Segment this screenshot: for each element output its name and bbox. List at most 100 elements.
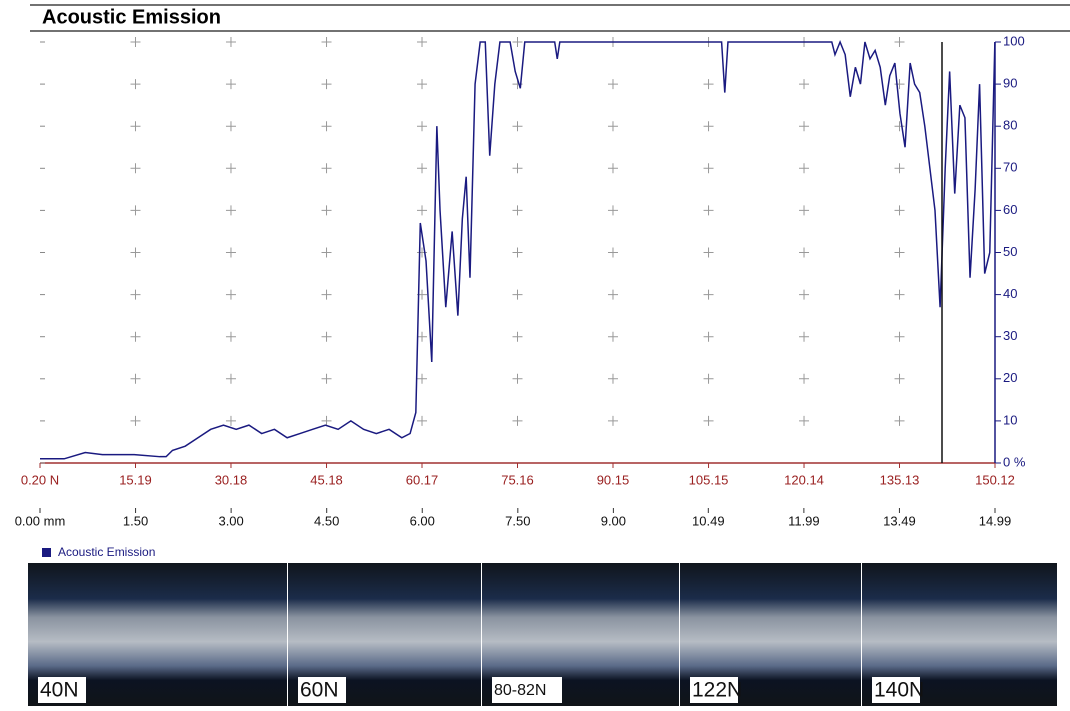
grid-cross <box>225 205 236 216</box>
x2-tick-label: 4.50 <box>314 513 339 528</box>
y-tick-label: 100 <box>1003 33 1025 48</box>
micrograph-label-bg <box>690 677 738 703</box>
grid-cross <box>225 331 236 342</box>
grid-cross <box>894 121 905 132</box>
micrograph-label: 80-82N <box>494 682 546 699</box>
grid-cross <box>894 247 905 258</box>
micrograph-label-bg <box>298 677 346 703</box>
grid-cross <box>607 79 618 90</box>
grid-cross <box>607 331 618 342</box>
grid-cross <box>130 79 141 90</box>
grid-cross <box>417 415 428 426</box>
x-tick-label: 0.20 N <box>21 472 59 487</box>
grid-cross <box>130 163 141 174</box>
y-tick-label: 0 % <box>1003 454 1026 469</box>
micrograph-label: 122N <box>692 679 742 702</box>
micrograph-label: 40N <box>40 679 79 702</box>
grid-cross <box>512 289 523 300</box>
grid-cross <box>703 247 714 258</box>
y-tick-label: 20 <box>1003 370 1017 385</box>
x-tick-label: 45.18 <box>310 472 343 487</box>
grid-cross <box>417 163 428 174</box>
grid-cross <box>703 289 714 300</box>
grid-cross <box>607 247 618 258</box>
x-tick-label: 30.18 <box>215 472 248 487</box>
grid-cross <box>894 163 905 174</box>
y-tick-label: 60 <box>1003 202 1017 217</box>
legend-label: Acoustic Emission <box>58 545 155 559</box>
grid-cross <box>417 373 428 384</box>
grid-cross <box>321 247 332 258</box>
grid-cross <box>321 121 332 132</box>
y-tick-label: 50 <box>1003 244 1017 259</box>
grid-cross <box>607 415 618 426</box>
grid-cross <box>607 205 618 216</box>
grid-cross <box>894 79 905 90</box>
x2-tick-label: 6.00 <box>410 513 435 528</box>
x-tick-label: 60.17 <box>406 472 439 487</box>
grid-cross <box>130 415 141 426</box>
micrograph-label-bg <box>492 677 562 703</box>
grid-cross <box>607 121 618 132</box>
grid-cross <box>799 415 810 426</box>
x-tick-label: 135.13 <box>880 472 920 487</box>
y-tick-label: 90 <box>1003 76 1017 91</box>
grid-cross <box>321 163 332 174</box>
grid-cross <box>512 37 523 47</box>
grid-cross <box>417 37 428 47</box>
grid-cross <box>321 373 332 384</box>
grid-cross <box>321 37 332 47</box>
grid-cross <box>130 373 141 384</box>
x2-tick-label: 11.99 <box>788 513 820 528</box>
grid-cross <box>512 247 523 258</box>
grid-cross <box>703 331 714 342</box>
grid-cross <box>512 331 523 342</box>
grid-cross <box>225 373 236 384</box>
grid-cross <box>894 331 905 342</box>
grid-cross <box>512 163 523 174</box>
x2-tick-label: 13.49 <box>883 513 916 528</box>
grid-cross <box>894 289 905 300</box>
grid-cross <box>512 205 523 216</box>
grid-cross <box>225 415 236 426</box>
y-tick-label: 10 <box>1003 412 1017 427</box>
grid-cross <box>512 415 523 426</box>
grid-cross <box>417 331 428 342</box>
grid-cross <box>225 79 236 90</box>
micrograph-label: 140N <box>874 679 924 702</box>
grid-cross <box>130 205 141 216</box>
data-line <box>40 39 996 460</box>
grid-cross <box>703 163 714 174</box>
grid-cross <box>225 121 236 132</box>
grid-cross <box>512 373 523 384</box>
x-tick-label: 90.15 <box>597 472 630 487</box>
grid-cross <box>894 373 905 384</box>
grid-cross <box>417 121 428 132</box>
grid-cross <box>799 79 810 90</box>
y-tick-label: 80 <box>1003 118 1017 133</box>
grid-cross <box>703 373 714 384</box>
micrograph-label-bg <box>872 677 920 703</box>
grid-cross <box>225 163 236 174</box>
grid-cross <box>512 121 523 132</box>
grid-cross <box>607 289 618 300</box>
y-tick-label: 40 <box>1003 286 1017 301</box>
grid-cross <box>130 37 141 47</box>
x-tick-label: 105.15 <box>689 472 729 487</box>
grid-cross <box>894 37 905 47</box>
grid-cross <box>321 79 332 90</box>
grid-cross <box>321 289 332 300</box>
grid-cross <box>321 331 332 342</box>
grid-cross <box>321 205 332 216</box>
grid-cross <box>894 205 905 216</box>
grid-cross <box>799 373 810 384</box>
grid-cross <box>799 247 810 258</box>
grid-cross <box>799 331 810 342</box>
chart-title: Acoustic Emission <box>42 6 221 28</box>
x2-tick-label: 9.00 <box>601 513 626 528</box>
grid-cross <box>799 163 810 174</box>
x2-tick-label: 10.49 <box>692 513 725 528</box>
micrograph-label: 60N <box>300 679 339 702</box>
grid-cross <box>130 331 141 342</box>
